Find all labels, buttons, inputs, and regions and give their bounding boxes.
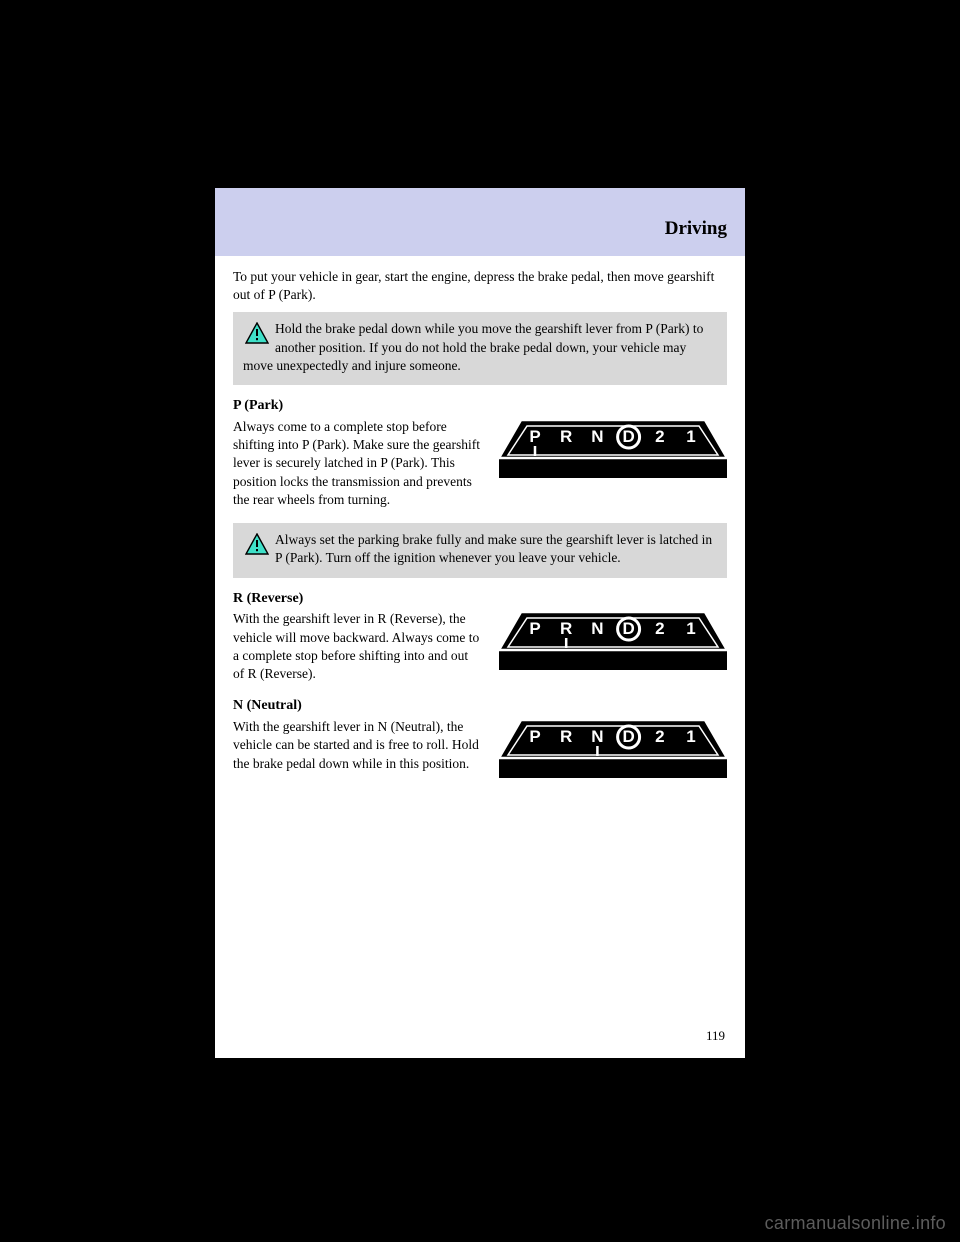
svg-text:R: R <box>560 427 572 446</box>
manual-page: Driving To put your vehicle in gear, sta… <box>215 188 745 1058</box>
warning-text-2: Always set the parking brake fully and m… <box>243 531 717 567</box>
section-header: Driving <box>665 218 727 240</box>
svg-text:P: P <box>529 427 540 446</box>
svg-text:1: 1 <box>686 619 695 638</box>
section-neutral: N (Neutral) P RND 2 1 With the gearshift le… <box>233 697 727 778</box>
page-content: To put your vehicle in gear, start the e… <box>215 256 745 778</box>
svg-text:2: 2 <box>655 427 664 446</box>
svg-text:1: 1 <box>686 727 695 746</box>
svg-text:N: N <box>591 427 603 446</box>
warning-icon <box>245 533 269 555</box>
svg-text:R: R <box>560 727 572 746</box>
section-title-reverse: R (Reverse) <box>233 590 727 609</box>
section-body-neutral: With the gearshift lever in N (Neutral),… <box>233 718 480 773</box>
svg-text:D: D <box>622 727 634 746</box>
svg-text:2: 2 <box>655 619 664 638</box>
gear-indicator-reverse: P RND 2 1 <box>499 612 727 670</box>
svg-text:N: N <box>591 619 603 638</box>
watermark: carmanualsonline.info <box>765 1213 946 1234</box>
svg-text:N: N <box>591 727 603 746</box>
svg-text:2: 2 <box>655 727 664 746</box>
section-body-park: Always come to a complete stop before sh… <box>233 418 480 509</box>
svg-text:R: R <box>560 619 572 638</box>
svg-text:P: P <box>529 619 540 638</box>
svg-text:P: P <box>529 727 540 746</box>
warning-box-2: Always set the parking brake fully and m… <box>233 523 727 577</box>
svg-text:D: D <box>622 619 634 638</box>
warning-exclaim-dot <box>256 338 258 340</box>
gear-indicator-neutral: P RND 2 1 <box>499 720 727 778</box>
warning-text-1: Hold the brake pedal down while you move… <box>243 320 717 375</box>
warning-icon <box>245 322 269 344</box>
section-park: P (Park) P RND 2 1 Always come to a complet… <box>233 397 727 509</box>
warning-exclaim-dot <box>256 549 258 551</box>
svg-text:1: 1 <box>686 427 695 446</box>
section-title-park: P (Park) <box>233 397 727 416</box>
intro-paragraph: To put your vehicle in gear, start the e… <box>233 268 727 304</box>
warning-exclaim-bar <box>256 540 258 547</box>
header-band: Driving <box>215 188 745 256</box>
page-number: 119 <box>706 1028 725 1044</box>
section-reverse: R (Reverse) P RND 2 1 With the gearshift le… <box>233 590 727 684</box>
warning-exclaim-bar <box>256 329 258 336</box>
warning-box-1: Hold the brake pedal down while you move… <box>233 312 727 385</box>
section-title-neutral: N (Neutral) <box>233 697 727 716</box>
section-body-reverse: With the gearshift lever in R (Reverse),… <box>233 610 480 683</box>
svg-text:D: D <box>622 427 634 446</box>
gear-indicator-park: P RND 2 1 <box>499 420 727 478</box>
